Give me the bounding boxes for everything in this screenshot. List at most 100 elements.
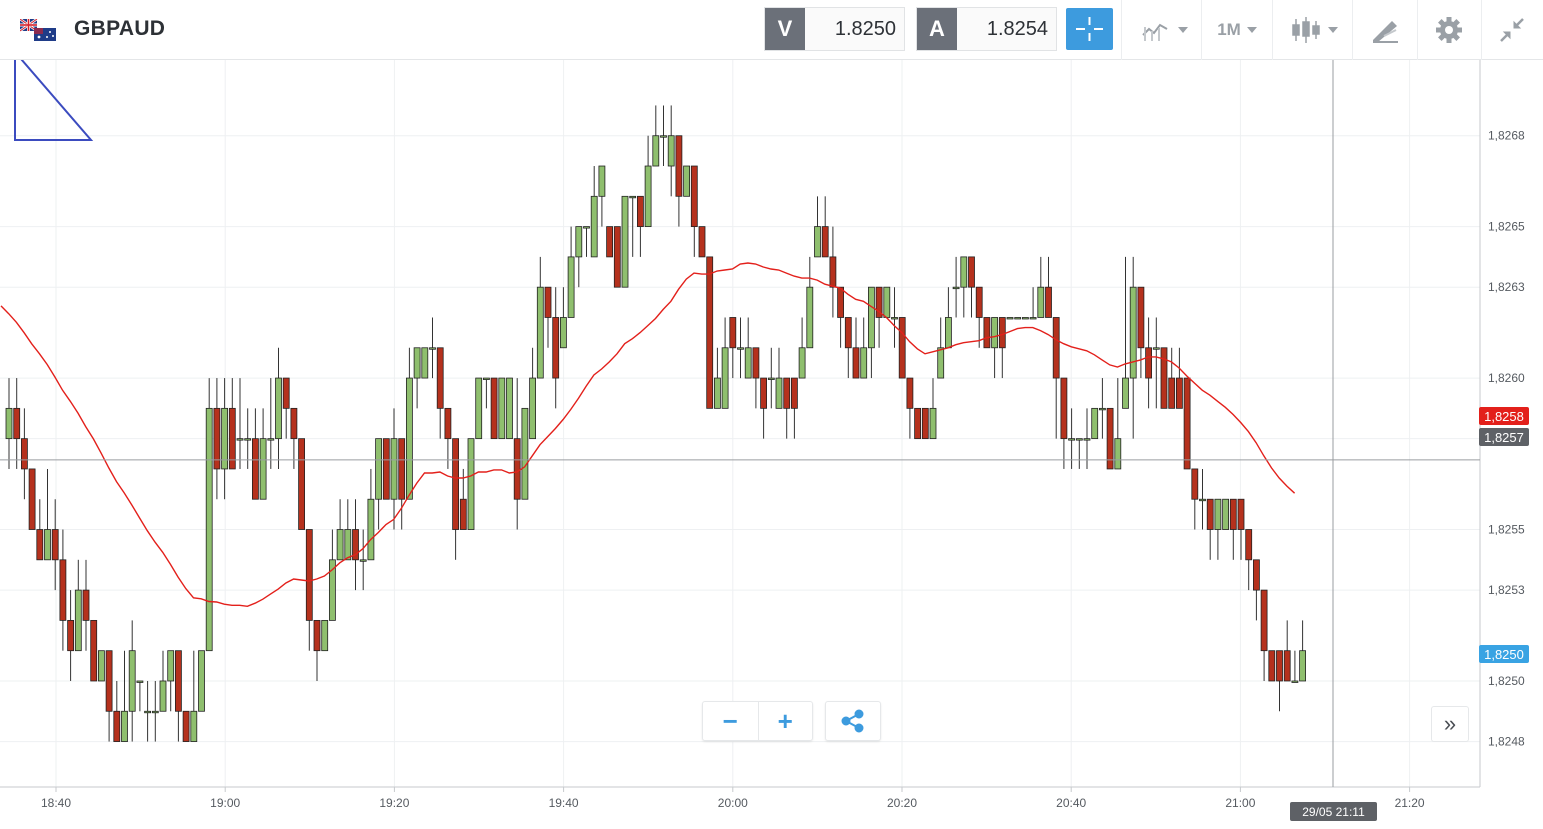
bear-candle xyxy=(459,498,467,530)
bull-candle xyxy=(498,377,506,440)
bull-candle xyxy=(1037,286,1045,318)
drawing-tools-button[interactable] xyxy=(1360,8,1410,52)
zoom-out-button[interactable]: − xyxy=(722,705,738,736)
bear-candle xyxy=(1276,650,1283,682)
bull-candle xyxy=(74,589,82,652)
bull-candle xyxy=(1083,438,1091,441)
bear-candle xyxy=(821,226,829,258)
toolbar-divider xyxy=(1121,0,1122,60)
bull-candle xyxy=(144,710,152,714)
bear-candle xyxy=(752,347,760,379)
bull-candle xyxy=(521,407,529,500)
sell-price-box[interactable]: V 1.8250 xyxy=(764,7,905,51)
bull-candle xyxy=(721,347,729,409)
bear-candle xyxy=(1183,377,1191,470)
chevron-down-icon xyxy=(1178,27,1188,33)
bull-candle xyxy=(5,407,13,440)
bull-candle xyxy=(328,559,336,621)
bear-candle xyxy=(213,407,221,470)
chevron-down-icon xyxy=(1246,27,1257,33)
bull-candle xyxy=(190,710,198,742)
x-axis-label: 20:40 xyxy=(1056,796,1086,810)
share-button[interactable] xyxy=(825,701,881,741)
bear-candle xyxy=(1145,347,1152,379)
zoom-in-button[interactable]: + xyxy=(757,702,813,740)
candlestick-chart[interactable]: 1,8268 1,8265 1,8263 1,8260 1,8258 1,8255 1,82… xyxy=(0,60,1543,829)
bull-candle xyxy=(336,529,344,561)
bear-candle xyxy=(1168,377,1176,409)
bear-candle xyxy=(174,650,182,712)
bull-candle xyxy=(891,317,898,320)
bear-candle xyxy=(998,317,1006,349)
bear-candle xyxy=(606,226,613,258)
bull-candle xyxy=(344,529,352,561)
settings-button[interactable] xyxy=(1425,8,1473,52)
bull-candle xyxy=(482,377,490,380)
bull-candle xyxy=(475,377,483,440)
bear-candle xyxy=(298,438,306,530)
bear-candle xyxy=(290,407,298,440)
bull-candle xyxy=(929,407,937,440)
bear-candle xyxy=(352,529,359,561)
bull-candle xyxy=(1014,317,1022,320)
bull-candle xyxy=(159,680,167,712)
bear-candle xyxy=(791,377,798,409)
crosshair-button[interactable] xyxy=(1066,8,1113,50)
bull-candle xyxy=(767,377,775,380)
scroll-to-latest-button[interactable]: » xyxy=(1431,706,1469,742)
bear-candle xyxy=(1106,407,1114,470)
bull-candle xyxy=(1029,317,1037,320)
bear-candle xyxy=(36,529,44,561)
bear-candle xyxy=(398,438,406,500)
bull-candle xyxy=(1152,347,1160,350)
bear-candle xyxy=(1268,650,1276,682)
bull-candle xyxy=(798,347,806,379)
bear-candle xyxy=(637,195,644,228)
bear-candle xyxy=(1137,286,1145,349)
candlestick-style-button[interactable] xyxy=(1282,8,1346,52)
bull-candle xyxy=(375,438,383,500)
bull-candle xyxy=(98,650,105,682)
bull-candle xyxy=(575,226,583,258)
bear-candle xyxy=(675,135,683,197)
bull-candle xyxy=(244,438,252,441)
bull-candle xyxy=(883,286,891,318)
bull-candle xyxy=(621,195,629,288)
bear-candle xyxy=(1229,498,1237,530)
bear-candle xyxy=(760,377,767,409)
bear-candle xyxy=(59,559,67,621)
collapse-button[interactable] xyxy=(1488,8,1536,52)
bull-candle xyxy=(667,135,675,167)
bear-candle xyxy=(544,286,552,318)
bull-candle xyxy=(1006,317,1014,320)
chart-type-button[interactable] xyxy=(1132,8,1196,52)
toolbar-divider xyxy=(1352,0,1353,60)
share-icon xyxy=(841,709,864,733)
bull-candle xyxy=(167,650,175,682)
drawing-tools-icon xyxy=(1373,21,1398,43)
bull-candle xyxy=(359,559,367,562)
gear-icon xyxy=(1436,17,1462,43)
bear-candle xyxy=(1237,498,1245,530)
x-axis-label: 20:00 xyxy=(718,796,748,810)
y-axis-label: 1,8248 xyxy=(1488,735,1525,749)
collapse-icon xyxy=(1500,18,1524,42)
bear-candle xyxy=(251,438,259,500)
bull-candle xyxy=(991,317,998,349)
buy-price-box[interactable]: A 1.8254 xyxy=(916,7,1057,51)
timeframe-select[interactable]: 1M xyxy=(1208,8,1266,52)
sell-price: 1.8250 xyxy=(834,17,896,40)
chart-toolbar: GBPAUD V 1.8250 A 1.8254 1M xyxy=(0,0,1543,60)
price-chart[interactable]: 1,8268 1,8265 1,8263 1,8260 1,8258 1,8255 1,82… xyxy=(0,60,1543,829)
bear-candle xyxy=(13,407,21,440)
bear-candle xyxy=(113,710,121,742)
bear-candle xyxy=(690,165,698,228)
bull-candle xyxy=(405,377,413,500)
x-axis-label: 21:00 xyxy=(1225,796,1255,810)
bull-candle xyxy=(390,438,398,500)
buy-label: A xyxy=(917,8,957,50)
bull-candle xyxy=(952,286,960,290)
bull-candle xyxy=(275,377,282,440)
bull-candle xyxy=(259,438,267,500)
x-axis-label: 18:40 xyxy=(41,796,71,810)
